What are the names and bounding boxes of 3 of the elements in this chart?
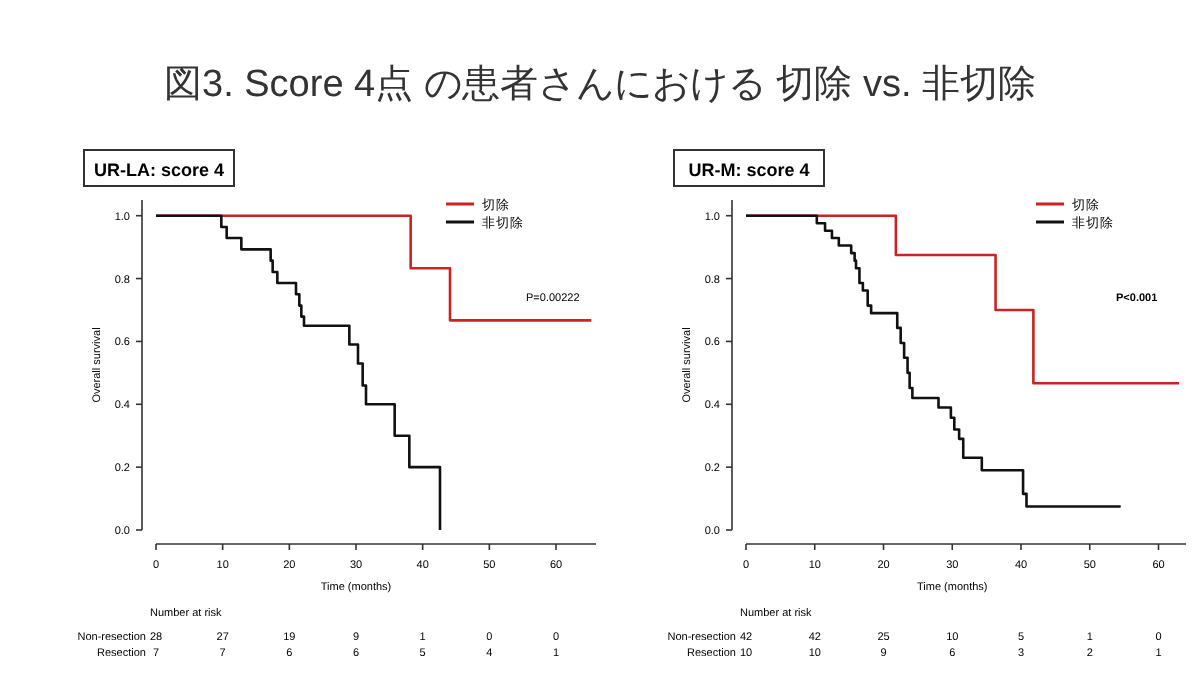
chart-title: 図3. Score 4点 の患者さんにおける 切除 vs. 非切除: [164, 64, 1036, 106]
chart-subtitle: UR-LA: score 4: [93, 160, 225, 180]
chart-subtitle: UR-M: score 4: [688, 160, 810, 180]
